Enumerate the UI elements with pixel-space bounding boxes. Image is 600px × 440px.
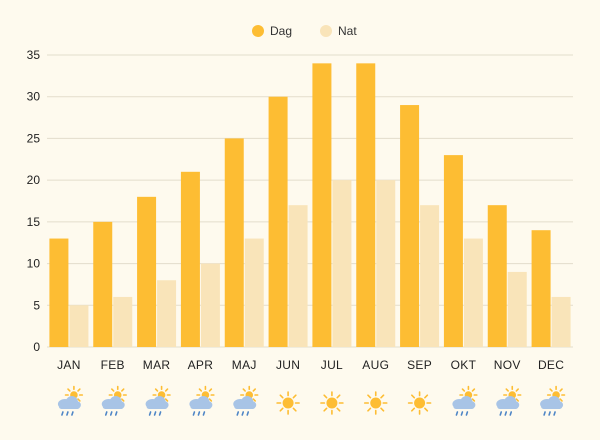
- sun-cloud-rain-icon: [540, 385, 566, 416]
- y-axis-ticks: 0 5 10 15 20 25 30 35: [27, 48, 41, 354]
- y-tick-label: 5: [33, 298, 40, 312]
- y-tick-label: 10: [27, 257, 41, 271]
- bar-nat-maj: [244, 238, 264, 347]
- bar-dag-apr: [180, 171, 200, 347]
- x-category-label: JUL: [321, 358, 343, 372]
- x-category-label: AUG: [362, 358, 389, 372]
- y-tick-label: 20: [27, 173, 41, 187]
- x-category-label: FEB: [101, 358, 125, 372]
- x-category-label: DEC: [538, 358, 564, 372]
- x-category-label: APR: [188, 358, 214, 372]
- bar-nat-jun: [288, 205, 308, 347]
- legend: Dag Nat: [252, 24, 357, 38]
- sun-cloud-rain-icon: [189, 385, 215, 416]
- legend-item-nat: Nat: [320, 24, 357, 38]
- bar-dag-mar: [137, 196, 157, 347]
- sun-cloud-rain-icon: [496, 385, 522, 416]
- bar-dag-nov: [487, 205, 507, 347]
- bar-nat-feb: [113, 296, 133, 347]
- legend-swatch: [252, 25, 264, 37]
- legend-label: Dag: [270, 24, 292, 38]
- bars: [49, 63, 571, 347]
- y-tick-label: 30: [27, 90, 41, 104]
- legend-swatch: [320, 25, 332, 37]
- sun-cloud-rain-icon: [57, 385, 84, 416]
- bar-dag-okt: [443, 155, 463, 347]
- bar-nat-okt: [463, 238, 483, 347]
- x-category-label: JUN: [276, 358, 300, 372]
- bar-dag-jul: [312, 63, 332, 347]
- bar-nat-jul: [332, 180, 352, 347]
- gridlines: [47, 54, 573, 348]
- y-tick-label: 15: [27, 215, 41, 229]
- bar-dag-maj: [224, 138, 244, 347]
- sun-cloud-rain-icon: [145, 385, 171, 416]
- bar-nat-apr: [200, 263, 220, 347]
- x-category-label: MAJ: [232, 358, 257, 372]
- bar-nat-aug: [376, 180, 396, 347]
- x-category-label: MAR: [143, 358, 171, 372]
- sun-icon: [363, 391, 388, 415]
- sun-icon: [276, 391, 300, 415]
- bar-dag-aug: [356, 63, 376, 347]
- sun-cloud-rain-icon: [101, 385, 127, 416]
- bar-dag-jun: [268, 96, 288, 347]
- x-category-label: SEP: [407, 358, 432, 372]
- sun-icon: [407, 391, 432, 415]
- bar-nat-sep: [420, 205, 440, 347]
- x-category-label: JAN: [57, 358, 81, 372]
- sun-cloud-rain-icon: [233, 385, 259, 416]
- bar-nat-mar: [157, 280, 177, 347]
- y-tick-label: 35: [27, 48, 41, 62]
- bar-dag-dec: [531, 230, 551, 347]
- legend-label: Nat: [338, 24, 357, 38]
- sun-icon: [320, 391, 344, 415]
- x-category-label: OKT: [451, 358, 477, 372]
- bar-nat-nov: [507, 271, 527, 347]
- bar-nat-jan: [69, 305, 89, 347]
- bar-dag-jan: [49, 238, 69, 347]
- weather-icons: [57, 385, 566, 416]
- x-axis-categories: JAN FEB MAR APR MAJ JUN JUL AUG SEP OKT NOV DEC: [57, 358, 564, 372]
- legend-item-dag: Dag: [252, 24, 292, 38]
- bar-dag-sep: [400, 105, 420, 347]
- y-tick-label: 0: [33, 340, 40, 354]
- bar-dag-feb: [93, 221, 113, 347]
- y-tick-label: 25: [27, 131, 41, 145]
- sun-cloud-rain-icon: [452, 385, 478, 416]
- x-category-label: NOV: [494, 358, 521, 372]
- bar-nat-dec: [551, 296, 571, 347]
